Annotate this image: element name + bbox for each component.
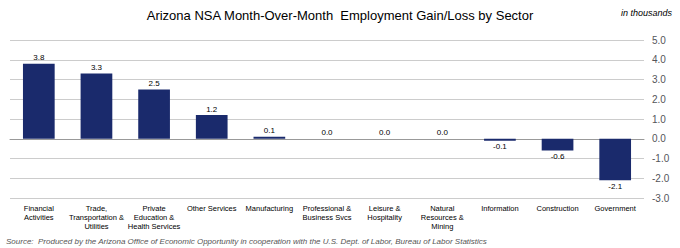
svg-text:Construction: Construction — [536, 204, 578, 213]
svg-text:Resources &: Resources & — [421, 213, 464, 222]
svg-text:Information: Information — [481, 204, 519, 213]
svg-text:Manufacturing: Manufacturing — [246, 204, 294, 213]
svg-text:-2.0: -2.0 — [652, 173, 670, 184]
svg-text:Natural: Natural — [430, 204, 455, 213]
svg-text:-2.1: -2.1 — [608, 182, 622, 191]
svg-text:Other Services: Other Services — [187, 204, 237, 213]
svg-text:Professional &: Professional & — [303, 204, 351, 213]
svg-text:Mining: Mining — [431, 222, 453, 231]
svg-text:Utilities: Utilities — [84, 222, 108, 231]
svg-text:0.0: 0.0 — [321, 128, 333, 137]
svg-text:0.1: 0.1 — [264, 126, 276, 135]
svg-text:1.2: 1.2 — [206, 105, 218, 114]
svg-text:Arizona NSA Month-Over-Month: Arizona NSA Month-Over-Month Employment … — [147, 8, 534, 23]
svg-text:Government: Government — [595, 204, 637, 213]
svg-text:2.0: 2.0 — [652, 94, 666, 105]
svg-text:3.3: 3.3 — [91, 63, 103, 72]
svg-text:0.0: 0.0 — [652, 133, 666, 144]
svg-text:0.0: 0.0 — [437, 128, 449, 137]
svg-text:Source: Produced by the Arizo: Source: Produced by the Arizona Office o… — [6, 237, 487, 246]
svg-text:Business Svcs: Business Svcs — [303, 213, 352, 222]
svg-text:2.5: 2.5 — [149, 79, 161, 88]
svg-text:Leisure &: Leisure & — [369, 204, 401, 213]
svg-text:Trade,: Trade, — [86, 204, 107, 213]
svg-text:4.0: 4.0 — [652, 54, 666, 65]
svg-text:Transportation &: Transportation & — [69, 213, 124, 222]
svg-text:1.0: 1.0 — [652, 114, 666, 125]
svg-text:Activities: Activities — [24, 213, 54, 222]
svg-text:-1.0: -1.0 — [652, 153, 670, 164]
svg-text:-0.1: -0.1 — [493, 142, 507, 151]
svg-text:3.8: 3.8 — [33, 53, 45, 62]
svg-text:-0.6: -0.6 — [551, 152, 565, 161]
svg-text:0.0: 0.0 — [379, 128, 391, 137]
svg-text:Private: Private — [142, 204, 165, 213]
svg-text:Financial: Financial — [24, 204, 54, 213]
svg-text:Education &: Education & — [134, 213, 174, 222]
svg-text:3.0: 3.0 — [652, 74, 666, 85]
svg-text:5.0: 5.0 — [652, 35, 666, 46]
svg-text:in thousands: in thousands — [621, 8, 673, 18]
svg-text:-3.0: -3.0 — [652, 193, 670, 204]
svg-text:Health Services: Health Services — [128, 222, 181, 231]
svg-text:Hospitality: Hospitality — [367, 213, 402, 222]
